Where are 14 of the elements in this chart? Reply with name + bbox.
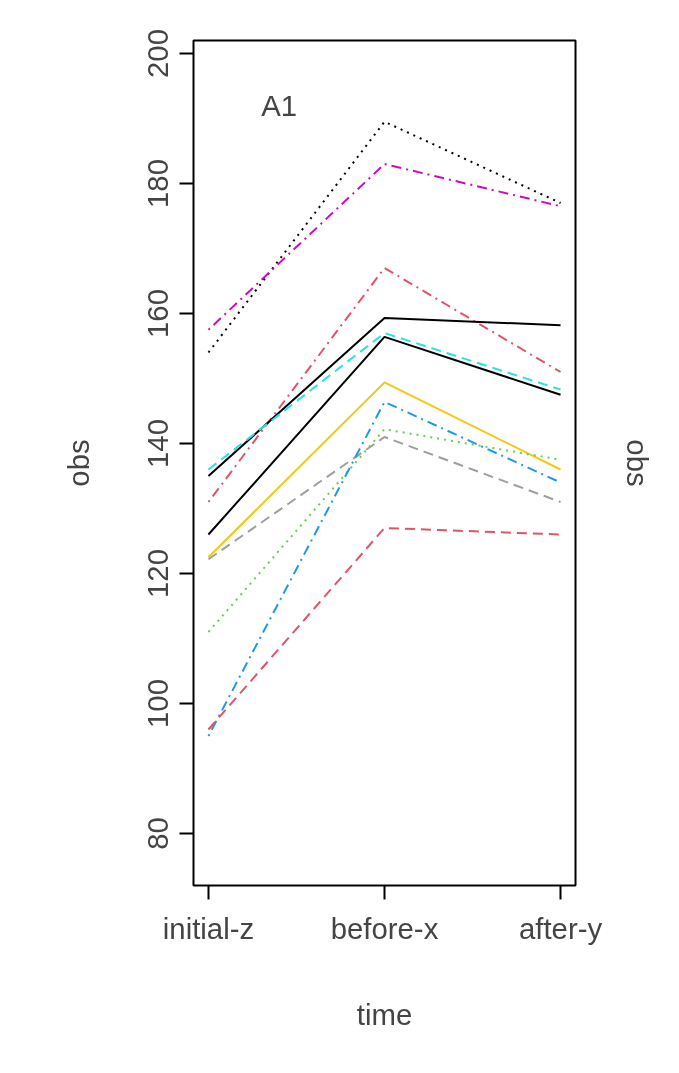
x-tick-label: before-x [330,911,439,945]
y-axis-title: obs [61,439,95,487]
y-tick-label: 200 [140,29,174,78]
x-tick-label: after-y [518,911,603,945]
annotation: A1 [261,89,298,122]
y-tick-label: 140 [140,419,174,468]
y-tick-label: 120 [140,549,174,598]
x-tick-label: initial-z [162,911,255,945]
y-tick-label: 160 [140,289,174,338]
y-tick-label: 100 [140,679,174,728]
y-tick-label: 80 [140,817,174,850]
x-axis-title: time [356,997,413,1031]
y2-axis-title: obs [620,439,654,487]
y-tick-label: 180 [140,159,174,208]
